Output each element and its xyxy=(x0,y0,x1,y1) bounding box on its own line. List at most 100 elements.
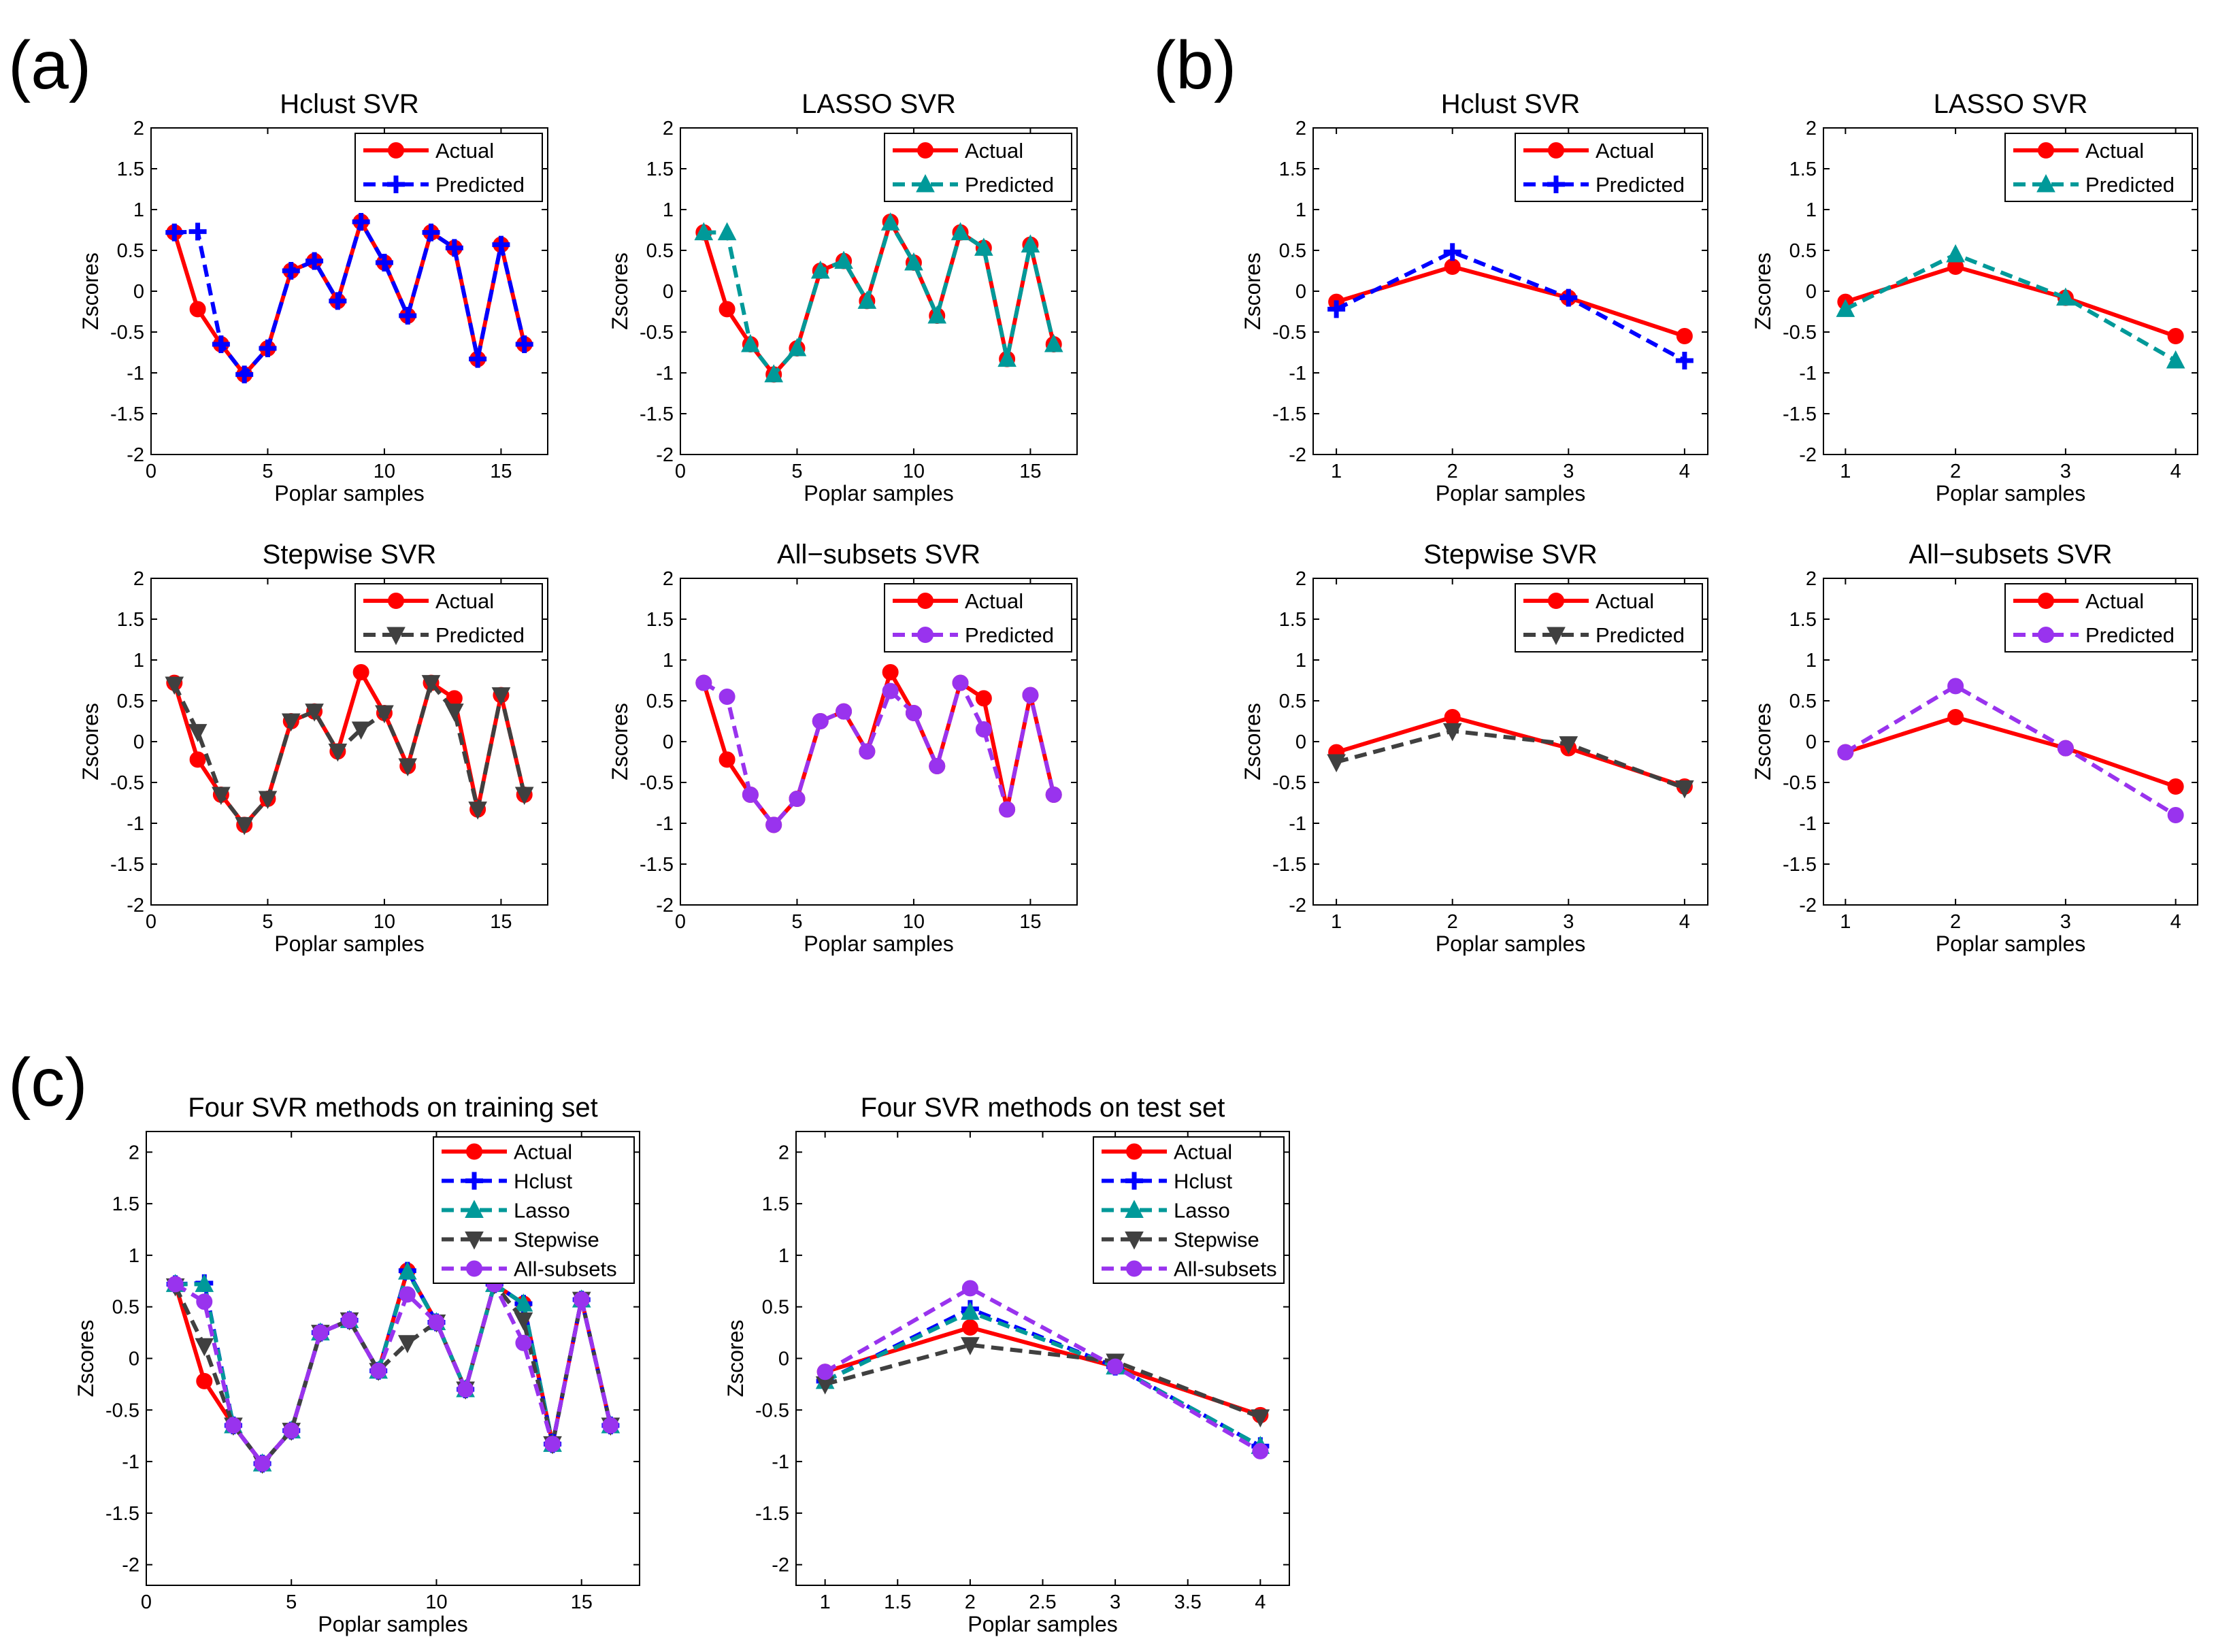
data-point xyxy=(694,222,714,241)
y-tick-label: 0 xyxy=(663,731,674,753)
data-point xyxy=(1946,244,1965,263)
y-tick-label: 1.5 xyxy=(112,1193,139,1215)
y-tick-label: 0.5 xyxy=(646,691,674,712)
panel-label-c: (c) xyxy=(8,1044,88,1121)
data-point xyxy=(974,237,993,256)
legend-item: Actual xyxy=(363,139,494,163)
legend-marker xyxy=(917,593,933,609)
y-tick-label: -2 xyxy=(1289,895,1306,916)
y-tick-label: -0.5 xyxy=(640,772,674,794)
data-point xyxy=(929,758,946,774)
legend-marker xyxy=(2038,142,2054,159)
x-tick-label: 5 xyxy=(286,1591,297,1613)
legend-label: Hclust xyxy=(1174,1170,1233,1193)
y-tick-label: 0 xyxy=(1295,281,1306,303)
y-axis-label: Zscores xyxy=(78,703,103,780)
series-line xyxy=(824,1310,1261,1449)
legend: Actual Predicted xyxy=(2004,583,2193,652)
legend-label: Actual xyxy=(1596,589,1654,613)
chart-title: Hclust SVR xyxy=(1441,89,1581,119)
data-point xyxy=(468,802,487,820)
series-line xyxy=(173,1282,613,1466)
x-tick-label: 10 xyxy=(903,911,925,933)
y-tick-label: 0.5 xyxy=(1789,691,1817,712)
data-point xyxy=(428,1314,445,1331)
legend: Actual Hclust Lasso Stepwise All-subsets xyxy=(433,1136,635,1284)
data-point xyxy=(1559,736,1579,755)
y-tick-label: 0.5 xyxy=(1789,240,1817,262)
data-point xyxy=(961,1280,978,1297)
series-all-subsets xyxy=(167,1276,619,1472)
x-tick-label: 5 xyxy=(791,461,802,482)
data-point xyxy=(975,721,992,738)
data-point xyxy=(515,1334,532,1351)
legend: Actual Hclust Lasso Stepwise All-subsets xyxy=(1093,1136,1285,1284)
chart-title: Four SVR methods on training set xyxy=(188,1093,598,1123)
legend-item: All-subsets xyxy=(1102,1257,1277,1281)
data-point xyxy=(1676,328,1693,344)
y-tick-label: 1.5 xyxy=(1789,609,1817,631)
chart-c2: Four SVR methods on test set -2 -1.5 -1 -0.5… xyxy=(723,1093,1290,1636)
legend: Actual Predicted xyxy=(2004,133,2193,202)
legend-label: Actual xyxy=(965,139,1023,163)
legend-marker xyxy=(1125,1172,1143,1190)
x-tick-label: 10 xyxy=(903,461,925,482)
series-line xyxy=(824,1325,1261,1417)
legend-box xyxy=(1515,133,1703,202)
data-point xyxy=(810,260,830,279)
y-tick-label: -1.5 xyxy=(640,854,674,876)
legend-box xyxy=(354,133,543,202)
y-tick-label: 0.5 xyxy=(1279,691,1306,712)
series-line xyxy=(1845,252,2177,363)
data-point xyxy=(398,1261,417,1280)
y-tick-label: 1.5 xyxy=(117,609,144,631)
legend-marker xyxy=(917,142,933,159)
x-tick-label: 1 xyxy=(1840,461,1851,482)
data-point xyxy=(514,1293,533,1312)
y-tick-label: 0 xyxy=(1806,281,1817,303)
data-point xyxy=(718,751,736,768)
y-tick-label: -1 xyxy=(656,813,674,835)
x-axis-label: Poplar samples xyxy=(274,481,425,506)
x-tick-label: 2.5 xyxy=(1029,1591,1056,1613)
y-tick-label: -0.5 xyxy=(110,322,144,344)
y-tick-label: -1.5 xyxy=(1783,403,1817,425)
data-point xyxy=(375,254,393,271)
data-point xyxy=(904,252,923,271)
chart-b2: LASSO SVR -2 -1.5 -1 -0.5 0 0.5 1 1.5 2 1 2 3 4 Poplar… xyxy=(1751,89,2198,506)
data-point xyxy=(491,687,511,706)
legend-marker xyxy=(917,627,933,643)
y-tick-label: -1 xyxy=(1289,813,1306,835)
y-axis-label: Zscores xyxy=(723,1320,748,1398)
chart-c1: Four SVR methods on training set -2 -1.5 -1… xyxy=(73,1093,640,1636)
series-hclust xyxy=(1327,243,1693,369)
data-point xyxy=(457,1381,474,1398)
data-point xyxy=(999,801,1016,818)
legend-item: Actual xyxy=(442,1140,572,1164)
y-tick-label: 2 xyxy=(1295,118,1306,139)
data-point xyxy=(1021,234,1040,253)
legend-item: Actual xyxy=(2013,589,2144,613)
y-tick-label: -1 xyxy=(127,813,144,835)
data-point xyxy=(370,1362,387,1379)
series-actual xyxy=(1328,259,1693,344)
y-tick-label: 0 xyxy=(1806,731,1817,753)
data-point xyxy=(515,335,533,353)
y-tick-label: 2 xyxy=(133,118,144,139)
y-tick-label: -1.5 xyxy=(110,854,144,876)
y-tick-label: -1.5 xyxy=(1783,854,1817,876)
y-tick-label: -1.5 xyxy=(105,1503,139,1525)
legend-label: Predicted xyxy=(435,173,525,197)
series-line xyxy=(704,220,1056,377)
series-lasso xyxy=(1836,244,2185,369)
legend-item: Predicted xyxy=(1523,173,1685,197)
chart-title: Four SVR methods on test set xyxy=(861,1093,1225,1123)
data-point xyxy=(235,365,254,384)
legend-item: Lasso xyxy=(1102,1199,1230,1223)
x-tick-label: 3 xyxy=(2060,911,2071,933)
legend-label: Hclust xyxy=(514,1170,573,1193)
chart-title: Stepwise SVR xyxy=(1423,540,1598,569)
legend-box xyxy=(2004,583,2193,652)
y-tick-label: -2 xyxy=(1799,444,1817,466)
legend: Actual Predicted xyxy=(354,583,543,652)
